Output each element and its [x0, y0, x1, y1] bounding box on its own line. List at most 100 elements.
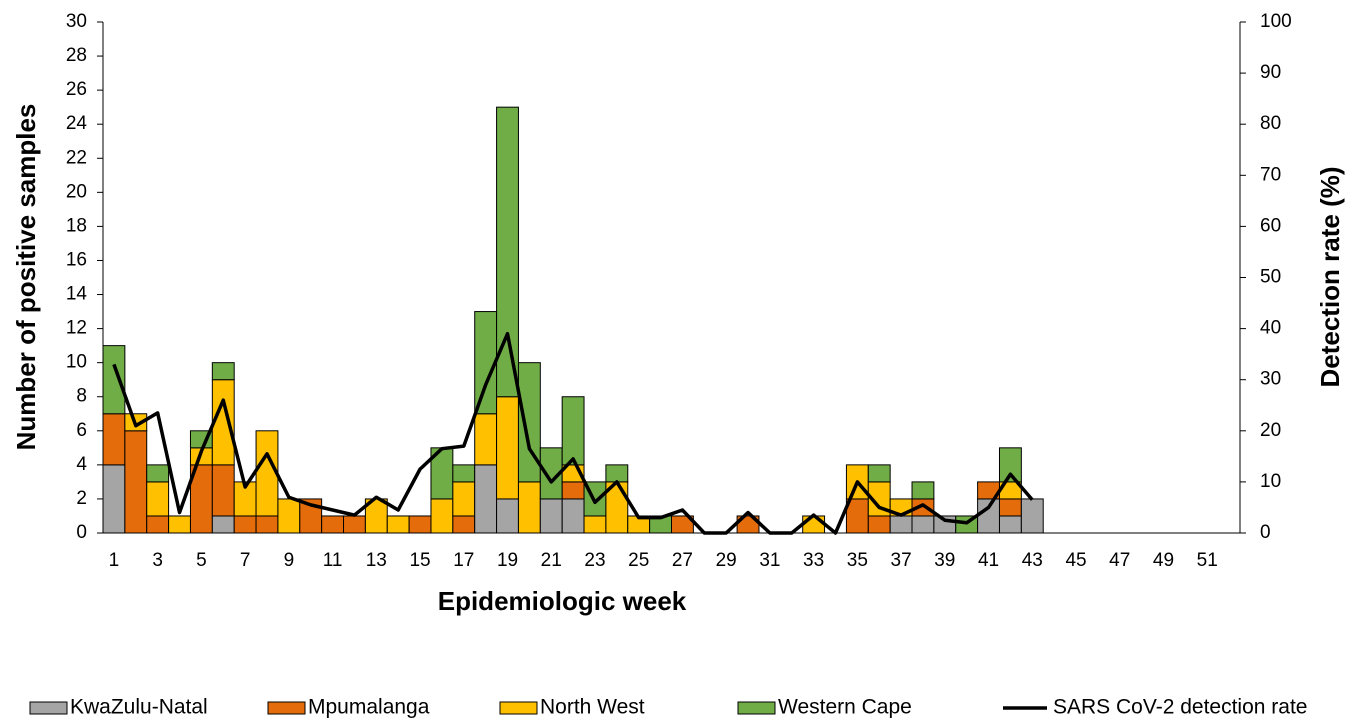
- x-tick-label: 47: [1109, 550, 1130, 571]
- legend-label: Western Cape: [778, 696, 912, 719]
- y-tick-label: 28: [66, 45, 87, 66]
- bar-segment: [561, 498, 585, 534]
- bar-segment: [539, 498, 563, 534]
- bar-segment: [496, 498, 519, 534]
- y-tick-label: 10: [66, 352, 87, 373]
- x-tick-label: 25: [628, 550, 649, 571]
- detection-rate-line: [112, 331, 1034, 535]
- bar-segment: [102, 464, 126, 534]
- bar-segment: [474, 413, 498, 466]
- x-tick-label: 11: [323, 550, 343, 571]
- y2-tick-label: 10: [1260, 471, 1281, 492]
- x-tick-label: 37: [891, 550, 912, 571]
- bar-segment: [102, 413, 126, 466]
- bar-segment: [168, 515, 191, 534]
- x-tick-label: 31: [759, 550, 780, 571]
- bar-segment: [561, 396, 585, 466]
- y2-tick-label: 100: [1260, 11, 1292, 32]
- bar-segment: [561, 481, 585, 500]
- bar-segment: [452, 515, 476, 534]
- y-tick-label: 16: [66, 249, 87, 270]
- bar-segment: [911, 515, 935, 534]
- bar-segment: [146, 481, 170, 517]
- y-tick-label: 26: [66, 79, 87, 100]
- legend-label: KwaZulu-Natal: [70, 696, 208, 719]
- x-tick-label: 51: [1197, 550, 1218, 571]
- y-tick-label: 4: [76, 454, 87, 475]
- bar-segment: [517, 362, 541, 483]
- x-tick-label: 45: [1065, 550, 1086, 571]
- x-tick-label: 27: [672, 550, 693, 571]
- bar-segment: [452, 481, 476, 517]
- y-tick-label: 30: [66, 11, 87, 32]
- bar-segment: [211, 464, 235, 517]
- y-tick-label: 2: [76, 488, 87, 509]
- x-tick-label: 5: [196, 550, 207, 571]
- bar-segment: [605, 464, 629, 483]
- x-tick-label: 29: [716, 550, 737, 571]
- bar-segment: [255, 515, 279, 534]
- y-tick-label: 8: [76, 386, 87, 407]
- bar-segment: [802, 515, 826, 534]
- x-tick-label: 19: [497, 550, 518, 571]
- bar-segment: [977, 498, 1000, 534]
- y-tick-label: 20: [66, 181, 87, 202]
- x-tick-label: 33: [803, 550, 824, 571]
- bar-segment: [386, 515, 410, 534]
- x-tick-label: 21: [541, 550, 562, 571]
- x-tick-label: 9: [284, 550, 295, 571]
- bar-segment: [343, 515, 366, 534]
- legend-swatch: [737, 701, 776, 715]
- y2-tick-label: 0: [1260, 522, 1271, 543]
- x-tick-label: 7: [240, 550, 251, 571]
- legend-swatch: [267, 701, 306, 715]
- y2-tick-label: 90: [1260, 62, 1281, 83]
- legend-label: SARS CoV-2 detection rate: [1053, 696, 1307, 719]
- x-tick-label: 3: [152, 550, 163, 571]
- bar-segment: [211, 515, 235, 534]
- x-tick-label: 23: [584, 550, 605, 571]
- y-tick-label: 14: [66, 284, 88, 305]
- bar-segment: [277, 498, 301, 534]
- y2-tick-label: 40: [1260, 318, 1281, 339]
- legend-label: North West: [540, 696, 645, 719]
- bar-segment: [321, 515, 345, 534]
- y-tick-label: 12: [66, 318, 87, 339]
- bar-segment: [998, 515, 1022, 534]
- x-tick-label: 49: [1153, 550, 1174, 571]
- y-tick-label: 18: [66, 215, 87, 236]
- bar-segment: [998, 498, 1022, 517]
- y-axis-title: Number of positive samples: [11, 104, 41, 451]
- x-tick-label: 17: [453, 550, 474, 571]
- bar-segment: [474, 464, 498, 534]
- bar-segment: [408, 515, 432, 534]
- legend-swatch: [29, 701, 68, 715]
- x-tick-label: 35: [847, 550, 868, 571]
- x-tick-label: 43: [1022, 550, 1043, 571]
- bar-segment: [430, 498, 454, 534]
- bar-segment: [867, 464, 891, 483]
- legend-swatch: [499, 701, 538, 715]
- bar-segment: [211, 362, 235, 381]
- legend-label: Mpumalanga: [308, 696, 430, 719]
- bar-segment: [452, 464, 476, 483]
- bar-segment: [146, 464, 170, 483]
- bar-segment: [1020, 498, 1044, 534]
- bar-segment: [146, 515, 170, 534]
- x-tick-label: 1: [109, 550, 120, 571]
- bar-segment: [124, 430, 148, 534]
- x-tick-label: 13: [366, 550, 387, 571]
- x-tick-label: 39: [934, 550, 955, 571]
- y2-tick-label: 80: [1260, 113, 1281, 134]
- bar-segment: [255, 430, 279, 517]
- bar-segment: [233, 515, 257, 534]
- y2-tick-label: 30: [1260, 369, 1281, 390]
- x-tick-label: 41: [978, 550, 999, 571]
- y2-tick-label: 60: [1260, 215, 1281, 236]
- y-tick-label: 6: [76, 420, 87, 441]
- bar-segment: [889, 515, 913, 534]
- bar-segment: [998, 447, 1022, 483]
- bar-segment: [496, 396, 519, 500]
- y-tick-label: 22: [66, 147, 87, 168]
- bar-segment: [517, 481, 541, 534]
